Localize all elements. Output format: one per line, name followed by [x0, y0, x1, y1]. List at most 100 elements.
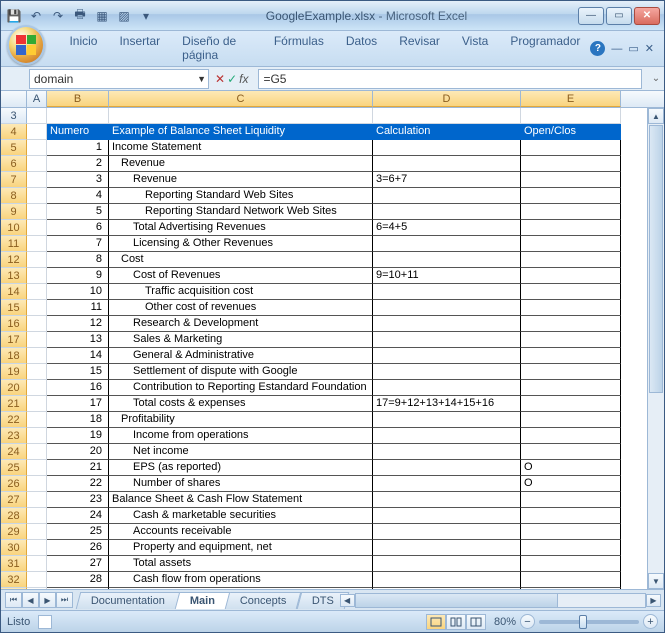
mdi-restore-icon[interactable]: ▭: [628, 42, 638, 55]
cell-numero[interactable]: 2: [47, 156, 109, 172]
cell-description[interactable]: Reporting Standard Network Web Sites: [109, 204, 373, 220]
cell[interactable]: [27, 316, 47, 332]
cell-openclose[interactable]: [521, 300, 621, 316]
qat-ext2-icon[interactable]: ▨: [115, 7, 133, 25]
cell-openclose[interactable]: [521, 364, 621, 380]
macro-record-icon[interactable]: [38, 615, 52, 629]
maximize-button[interactable]: ▭: [606, 7, 632, 25]
cell-openclose[interactable]: [521, 284, 621, 300]
cell-calculation[interactable]: [373, 588, 521, 589]
cell-numero[interactable]: 16: [47, 380, 109, 396]
cell[interactable]: [27, 572, 47, 588]
cell-openclose[interactable]: [521, 508, 621, 524]
row-header[interactable]: 20: [1, 380, 27, 396]
cell-openclose[interactable]: [521, 444, 621, 460]
cell-calculation[interactable]: [373, 236, 521, 252]
cell-openclose[interactable]: [521, 492, 621, 508]
cell[interactable]: [27, 412, 47, 428]
name-box-dropdown-icon[interactable]: ▼: [197, 74, 206, 84]
cell-calculation[interactable]: [373, 316, 521, 332]
zoom-out-button[interactable]: −: [520, 614, 535, 629]
cell[interactable]: [27, 124, 47, 140]
sheet-nav-last-icon[interactable]: ⏭: [56, 592, 73, 608]
cell-description[interactable]: EPS (as reported): [109, 460, 373, 476]
cell-numero[interactable]: 11: [47, 300, 109, 316]
cell-numero[interactable]: 19: [47, 428, 109, 444]
cell-calculation[interactable]: [373, 284, 521, 300]
page-break-view-button[interactable]: [466, 614, 486, 630]
cell[interactable]: [27, 380, 47, 396]
zoom-level[interactable]: 80%: [494, 616, 516, 628]
page-layout-view-button[interactable]: [446, 614, 466, 630]
formula-bar-expand-icon[interactable]: ⌄: [648, 73, 664, 84]
cell-numero[interactable]: 1: [47, 140, 109, 156]
cell-numero[interactable]: 3: [47, 172, 109, 188]
cell[interactable]: [27, 268, 47, 284]
fx-icon[interactable]: fx: [239, 72, 248, 86]
ribbon-tab-fórmulas[interactable]: Fórmulas: [264, 29, 334, 68]
cell-description[interactable]: Other cost of revenues: [109, 300, 373, 316]
row-header[interactable]: 31: [1, 556, 27, 572]
cell-openclose[interactable]: [521, 220, 621, 236]
row-header[interactable]: 24: [1, 444, 27, 460]
cell-description[interactable]: General & Administrative: [109, 348, 373, 364]
cell[interactable]: [373, 108, 521, 124]
normal-view-button[interactable]: [426, 614, 446, 630]
row-header[interactable]: 15: [1, 300, 27, 316]
cell[interactable]: [27, 524, 47, 540]
cell-openclose[interactable]: [521, 588, 621, 589]
sheet-nav-next-icon[interactable]: ▶: [39, 592, 56, 608]
cell[interactable]: [109, 108, 373, 124]
redo-icon[interactable]: ↷: [49, 7, 67, 25]
zoom-in-button[interactable]: +: [643, 614, 658, 629]
cell-calculation[interactable]: 3=6+7: [373, 172, 521, 188]
cell-openclose[interactable]: [521, 188, 621, 204]
row-header[interactable]: 22: [1, 412, 27, 428]
row-header[interactable]: 18: [1, 348, 27, 364]
cell[interactable]: [27, 348, 47, 364]
row-header[interactable]: 21: [1, 396, 27, 412]
cell-numero[interactable]: 10: [47, 284, 109, 300]
zoom-thumb[interactable]: [579, 615, 587, 629]
cell[interactable]: [27, 444, 47, 460]
row-header[interactable]: 13: [1, 268, 27, 284]
col-header-D[interactable]: D: [373, 91, 521, 107]
cell-openclose[interactable]: [521, 396, 621, 412]
scroll-down-icon[interactable]: ▼: [648, 573, 664, 589]
cell-description[interactable]: Capital expenditures: [109, 588, 373, 589]
cell-calculation[interactable]: [373, 332, 521, 348]
row-header[interactable]: 5: [1, 140, 27, 156]
cell-description[interactable]: Cash flow from operations: [109, 572, 373, 588]
row-header[interactable]: 4: [1, 124, 27, 140]
cell-openclose[interactable]: [521, 140, 621, 156]
cell-description[interactable]: Income Statement: [109, 140, 373, 156]
row-header[interactable]: 19: [1, 364, 27, 380]
cell-description[interactable]: Cost of Revenues: [109, 268, 373, 284]
cell[interactable]: [27, 156, 47, 172]
row-header[interactable]: 8: [1, 188, 27, 204]
cell-numero[interactable]: 15: [47, 364, 109, 380]
cell-calculation[interactable]: [373, 508, 521, 524]
cancel-formula-icon[interactable]: ✕: [215, 72, 225, 86]
cell-numero[interactable]: 18: [47, 412, 109, 428]
cell[interactable]: [27, 300, 47, 316]
cell-calculation[interactable]: [373, 492, 521, 508]
cell-description[interactable]: Total assets: [109, 556, 373, 572]
cell-description[interactable]: Contribution to Reporting Estandard Foun…: [109, 380, 373, 396]
cell-calculation[interactable]: [373, 444, 521, 460]
row-header[interactable]: 12: [1, 252, 27, 268]
cell-numero[interactable]: 22: [47, 476, 109, 492]
cell-numero[interactable]: 29: [47, 588, 109, 589]
row-header[interactable]: 9: [1, 204, 27, 220]
cell-openclose[interactable]: [521, 252, 621, 268]
cell[interactable]: [27, 508, 47, 524]
office-button[interactable]: [7, 25, 45, 65]
cell-description[interactable]: Net income: [109, 444, 373, 460]
cell-calculation[interactable]: [373, 364, 521, 380]
close-button[interactable]: ✕: [634, 7, 660, 25]
cell-numero[interactable]: 21: [47, 460, 109, 476]
vertical-scrollbar[interactable]: ▲ ▼: [647, 108, 664, 589]
row-header[interactable]: 10: [1, 220, 27, 236]
cell-description[interactable]: Sales & Marketing: [109, 332, 373, 348]
cell-calculation[interactable]: 9=10+11: [373, 268, 521, 284]
